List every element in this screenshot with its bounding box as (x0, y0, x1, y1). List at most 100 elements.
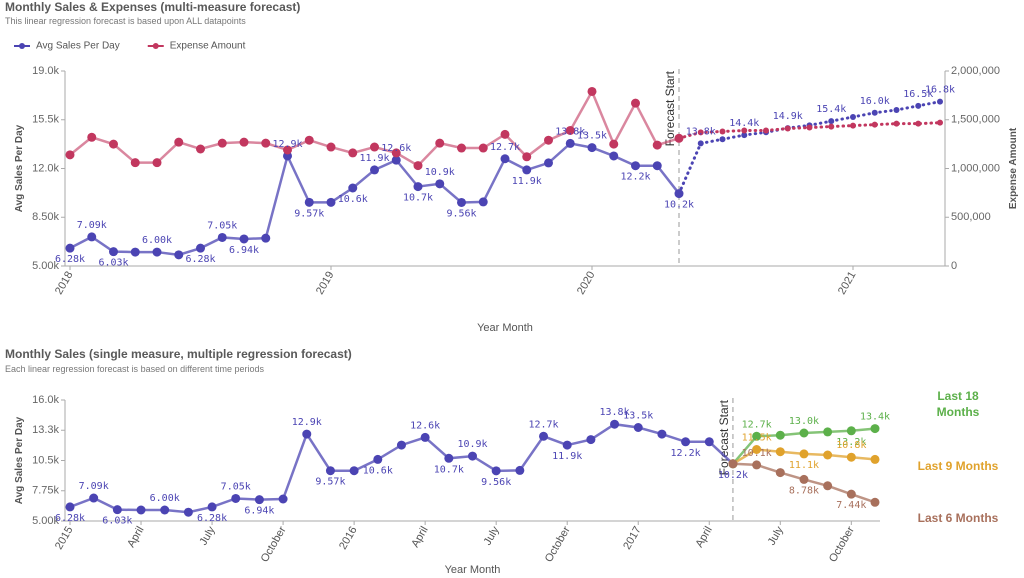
data-label: 10.2k (664, 200, 694, 211)
data-point (846, 452, 856, 462)
y-tick-label: 19.0k (32, 65, 59, 77)
legend-label: Avg Sales Per Day (36, 41, 120, 52)
data-label: 13.2k (836, 437, 866, 448)
data-point (633, 423, 643, 432)
data-point (217, 232, 227, 242)
x-tick-label: October (259, 524, 289, 564)
data-point (500, 154, 510, 164)
series-line (677, 100, 942, 196)
data-point (89, 493, 99, 503)
data-point (828, 123, 835, 130)
y2-tick-label: 0 (951, 260, 957, 272)
data-point (326, 197, 336, 207)
data-point (609, 151, 619, 161)
data-point (870, 497, 880, 507)
data-point (846, 426, 856, 436)
data-label: 9.56k (481, 477, 511, 488)
data-point (326, 142, 336, 152)
data-point (136, 505, 146, 515)
data-point (752, 431, 762, 441)
data-label: 13.4k (860, 412, 890, 423)
data-point (87, 232, 97, 242)
data-point (325, 466, 335, 476)
data-point (784, 125, 791, 132)
data-point (435, 138, 445, 148)
data-label: 16.8k (925, 85, 955, 96)
data-point (937, 98, 943, 105)
data-point (373, 454, 383, 464)
data-point (196, 243, 205, 253)
data-label: 10.6k (363, 465, 393, 476)
data-point (65, 243, 75, 253)
data-point (413, 182, 423, 192)
data-point (893, 107, 900, 113)
data-label: 13.8k (555, 126, 585, 137)
data-point (522, 165, 532, 175)
data-point (239, 234, 249, 244)
data-point (697, 140, 704, 147)
data-point (196, 144, 205, 154)
data-point (719, 128, 726, 135)
y-tick-label: 10.5k (32, 454, 59, 466)
data-point (704, 437, 714, 447)
data-point (217, 138, 227, 148)
data-point (806, 124, 813, 131)
data-label: 11.9k (512, 176, 542, 187)
data-point (231, 493, 241, 503)
data-label: 6.94k (244, 506, 274, 517)
chart-subtitle: This linear regression forecast is based… (5, 16, 246, 26)
data-label: 16.5k (903, 89, 933, 100)
data-point (478, 197, 488, 207)
x-axis-label: Year Month (445, 564, 501, 576)
data-point (152, 158, 162, 168)
y-tick-label: 16.0k (32, 394, 59, 406)
data-label: 9.56k (446, 208, 476, 219)
data-point (565, 138, 575, 148)
x-tick-label: 2015 (53, 525, 76, 552)
data-point (500, 129, 510, 139)
data-label: 7.09k (79, 481, 109, 492)
data-point (435, 179, 445, 189)
data-label: 10.7k (403, 193, 433, 204)
data-point (174, 137, 184, 147)
x-axis-label: Year Month (477, 322, 533, 334)
data-point (674, 189, 684, 199)
data-point (870, 424, 880, 434)
x-tick-label: July (197, 524, 217, 547)
data-point (278, 494, 288, 504)
y-tick-label: 12.0k (32, 162, 59, 174)
data-point (775, 447, 785, 457)
data-label: 7.09k (77, 220, 107, 231)
data-point (828, 118, 835, 125)
legend-swatch (19, 43, 25, 49)
data-label: 12.7k (742, 419, 772, 430)
data-label: 12.2k (671, 448, 701, 459)
data-point (871, 109, 878, 116)
data-point (283, 145, 292, 155)
data-label: 9.57k (315, 477, 345, 488)
data-point (349, 466, 359, 476)
data-label: 12.2k (620, 172, 650, 183)
data-point (850, 122, 856, 129)
data-point (544, 158, 553, 168)
y-axis-label: Avg Sales Per Day (14, 124, 25, 212)
data-point (304, 197, 314, 207)
data-point (741, 127, 748, 134)
data-label: 10.2k (718, 470, 748, 481)
data-point (674, 133, 684, 143)
data-point (420, 432, 430, 442)
data-label: 7.44k (836, 500, 866, 511)
chart-title: Monthly Sales (single measure, multiple … (5, 347, 352, 361)
data-label: 6.28k (197, 513, 227, 524)
y2-tick-label: 500,000 (951, 211, 991, 223)
data-point (491, 466, 501, 476)
data-point (302, 429, 312, 439)
y-tick-label: 5.00k (32, 260, 59, 272)
data-point (752, 460, 762, 470)
data-label: 6.94k (229, 245, 259, 256)
data-point (261, 233, 271, 243)
data-point (468, 451, 477, 461)
data-point (152, 247, 162, 257)
x-tick-label: 2018 (53, 270, 76, 297)
data-point (871, 121, 878, 128)
